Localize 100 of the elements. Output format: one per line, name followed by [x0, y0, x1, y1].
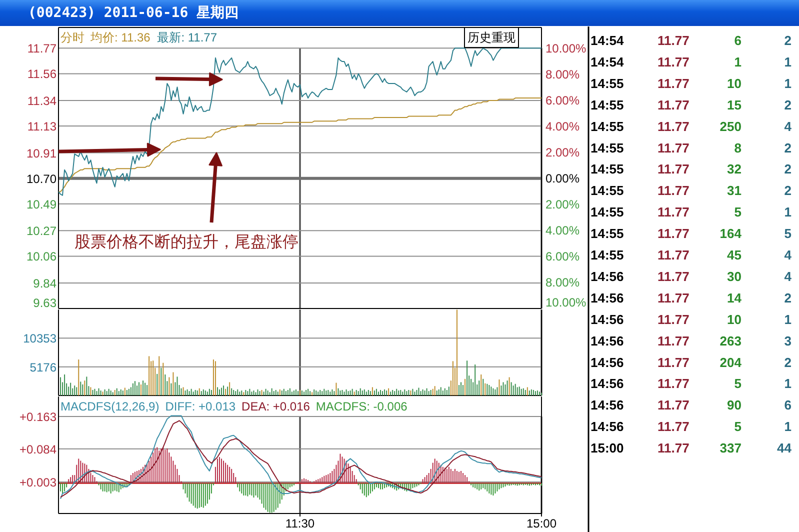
text: 31	[727, 183, 742, 198]
y2-tick-label: 6.00%	[546, 94, 580, 108]
y-tick-label: 10353	[23, 332, 57, 346]
text: 44	[777, 440, 792, 456]
text: 8	[734, 140, 742, 156]
y2-tick-label: 8.00%	[546, 276, 580, 290]
chart-title: (002423) 2011-06-16 星期四	[28, 4, 239, 23]
y2-tick-label: 10.00%	[546, 42, 587, 56]
text: 2	[784, 290, 792, 306]
text: 14	[727, 290, 742, 306]
y-tick-label: 9.63	[33, 296, 57, 310]
text: 11.77	[658, 54, 690, 70]
text: 14:56	[590, 376, 624, 392]
text: 32	[727, 162, 742, 177]
y-tick-label: +0.003	[19, 476, 57, 490]
y-tick-label: +0.084	[19, 442, 57, 456]
y-tick-label: 11.34	[27, 94, 57, 108]
text: 1	[784, 76, 792, 91]
y-tick-label: 10.49	[26, 197, 57, 212]
text: 204	[720, 354, 742, 370]
series-label: DIFF: +0.013	[165, 400, 236, 414]
text: 4	[784, 118, 792, 134]
text: 14:55	[590, 76, 624, 91]
text: 11.77	[658, 333, 690, 348]
text: 14:55	[590, 226, 624, 242]
text: 11.77	[658, 268, 690, 284]
text: 1	[784, 204, 792, 220]
chart-subtitle: MACDFS(12,26,9)	[60, 400, 160, 414]
text: 1	[784, 419, 792, 434]
text: 164	[720, 226, 742, 242]
text: 4	[784, 268, 792, 284]
text: 14:55	[590, 183, 624, 198]
y-tick-label: 11.56	[27, 67, 57, 82]
text: 14:56	[590, 354, 624, 370]
text: 6	[784, 398, 792, 413]
text: 45	[727, 248, 742, 262]
text: 250	[720, 118, 742, 134]
text: 30	[727, 268, 742, 284]
y2-tick-label: 10.00%	[546, 296, 587, 310]
text: 5	[734, 376, 742, 392]
y-tick-label: 5176	[30, 360, 57, 374]
text: 14:56	[590, 312, 624, 327]
text: 2	[784, 97, 792, 112]
text: MACDFS: -0.006	[316, 400, 408, 414]
text: 14:56	[590, 290, 624, 306]
text: 11.77	[658, 354, 690, 370]
text: 11.77	[658, 376, 690, 392]
text: 11.77	[658, 248, 690, 262]
y-tick-label: 11.77	[27, 42, 57, 56]
annotation: 历史重现	[468, 30, 516, 44]
text: 11.77	[658, 140, 690, 156]
annotation: 股票价格不断的拉升，尾盘涨停	[74, 233, 298, 251]
text: 90	[727, 398, 742, 413]
text: 2	[784, 33, 792, 48]
text: 11.77	[658, 97, 690, 112]
text: 14:55	[590, 204, 624, 220]
y-tick-label: 10.06	[26, 250, 57, 264]
text: 11.77	[658, 226, 690, 242]
text: 11.77	[658, 440, 690, 456]
text: 263	[720, 333, 742, 348]
chart-subtitle: 分时	[60, 30, 84, 44]
text: 11.77	[658, 419, 690, 434]
text: 2	[784, 162, 792, 177]
text: 10	[727, 312, 742, 327]
y2-tick-label: 6.00%	[546, 250, 580, 264]
text: 11.77	[658, 398, 690, 413]
text: 1	[784, 54, 792, 70]
text: 14:55	[590, 162, 624, 177]
text: 均价: 11.36	[90, 30, 151, 44]
y2-tick-label: 0.00%	[546, 172, 580, 186]
text: 5	[784, 226, 792, 242]
text: 11.77	[658, 118, 690, 134]
y-tick-label: 10.91	[26, 146, 57, 160]
text: 6	[734, 33, 742, 48]
y-tick-label: 10.27	[26, 224, 57, 238]
text: DEA: +0.016	[242, 400, 310, 414]
text: 15	[727, 97, 742, 112]
text: 2	[784, 354, 792, 370]
text: 11.77	[658, 290, 690, 306]
text: 14:55	[590, 140, 624, 156]
text: 337	[720, 440, 742, 456]
text: 11.77	[658, 183, 690, 198]
text: 14:55	[590, 118, 624, 134]
text: 1	[784, 376, 792, 392]
text: 5	[734, 204, 742, 220]
text: 14:54	[590, 33, 625, 48]
y2-tick-label: 4.00%	[546, 224, 580, 238]
y-tick-label: 9.84	[33, 276, 57, 290]
text: 14:56	[590, 268, 624, 284]
text: 11.77	[658, 76, 690, 91]
text: 3	[784, 333, 792, 348]
series-label: 最新: 11.77	[157, 30, 218, 44]
text: 15:00	[590, 440, 624, 456]
text: 14:56	[590, 398, 624, 413]
text: 14:56	[590, 333, 624, 348]
y-tick-label: 10.70	[26, 172, 57, 186]
text: 14:54	[590, 54, 625, 70]
text: 11.77	[658, 33, 690, 48]
y2-tick-label: 8.00%	[546, 68, 580, 82]
text: 11.77	[658, 162, 690, 177]
